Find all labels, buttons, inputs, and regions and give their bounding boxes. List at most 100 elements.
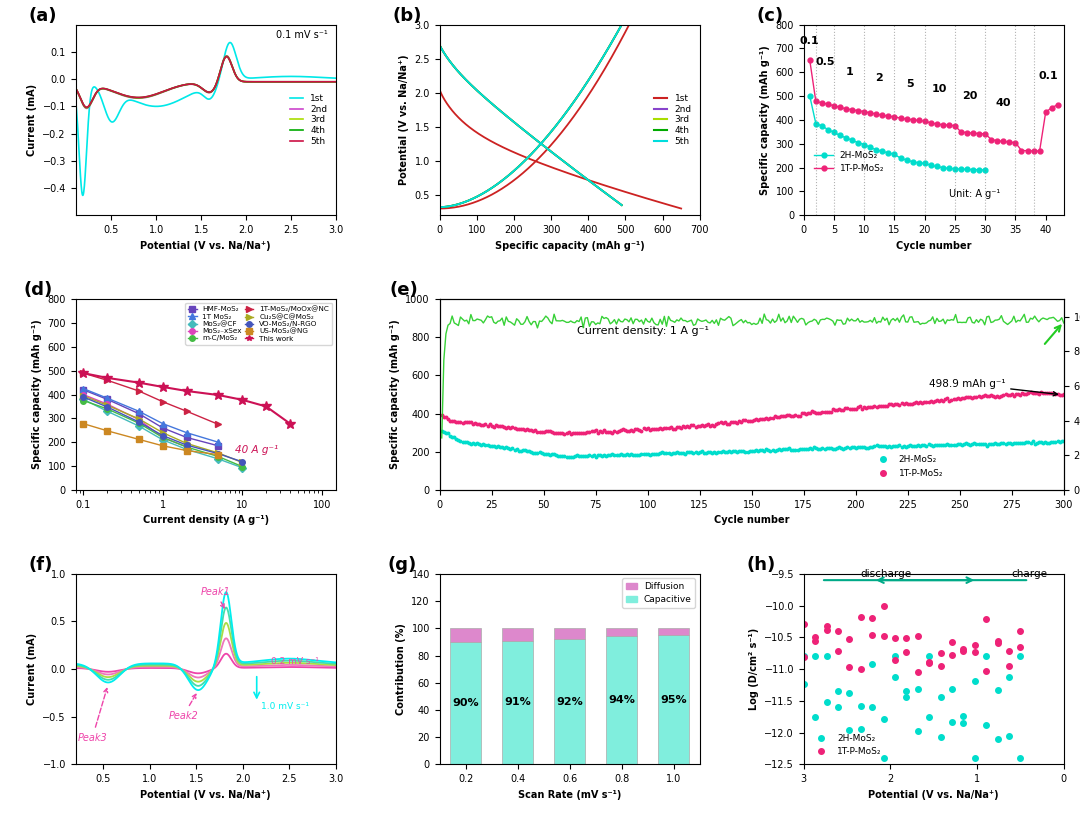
3rd	[80, 103, 93, 113]
4th	[69, 83, 82, 93]
m-C/MoS₂	[100, 404, 113, 413]
1T-P-MoS₂	[946, 637, 959, 647]
Legend: 2H-MoS₂, 1T-P-MoS₂: 2H-MoS₂, 1T-P-MoS₂	[870, 452, 947, 482]
1st	[294, 72, 307, 81]
3rd	[69, 83, 82, 93]
Line: MoS₂₋xSex: MoS₂₋xSex	[81, 392, 189, 450]
1st	[69, 95, 82, 104]
1T-MoS₂/MoOx@NC	[100, 376, 113, 386]
4th	[329, 76, 342, 86]
Text: (g): (g)	[388, 556, 417, 574]
1T-P-MoS₂	[866, 630, 879, 640]
1st	[235, 68, 248, 78]
5th	[294, 76, 307, 86]
3rd	[85, 96, 98, 106]
Text: 0.2 mV s⁻¹: 0.2 mV s⁻¹	[271, 657, 319, 666]
Bar	[554, 640, 585, 764]
1T-P-MoS₂	[922, 658, 935, 668]
MoS₂₋xSex	[157, 432, 170, 442]
Bar	[450, 642, 482, 764]
3rd	[228, 67, 241, 76]
1T-P-MoS₂	[820, 625, 833, 635]
VO-MoS₂/N-RGO	[100, 402, 113, 412]
Cu₂S@C@MoS₂	[235, 458, 248, 468]
2H-MoS₂	[1002, 731, 1015, 741]
2H-MoS₂	[866, 702, 879, 712]
Text: (h): (h)	[746, 556, 775, 574]
X-axis label: Scan Rate (mV s⁻¹): Scan Rate (mV s⁻¹)	[518, 790, 621, 800]
Y-axis label: Specific capacity (mAh g⁻¹): Specific capacity (mAh g⁻¹)	[31, 320, 42, 469]
MoS₂₋xSex	[77, 390, 90, 399]
US-MoS₂@NG	[100, 426, 113, 436]
2H-MoS₂	[820, 697, 833, 707]
4th	[85, 96, 98, 106]
Text: (e): (e)	[390, 281, 418, 299]
This work	[235, 395, 248, 404]
2H-MoS₂	[980, 720, 993, 730]
2H-MoS₂	[991, 735, 1004, 745]
2H-MoS₂	[900, 686, 913, 695]
Bar	[502, 640, 534, 764]
Legend: HMF-MoS₂, 1T MoS₂, MoS₂@CF, MoS₂₋xSex, m-C/MoS₂, 1T-MoS₂/MoOx@NC, Cu₂S@C@MoS₂, V: HMF-MoS₂, 1T MoS₂, MoS₂@CF, MoS₂₋xSex, m…	[185, 302, 332, 344]
X-axis label: Cycle number: Cycle number	[896, 241, 972, 251]
HMF-MoS₂	[157, 423, 170, 433]
This work	[133, 378, 146, 388]
2H-MoS₂	[832, 686, 845, 696]
1T-P-MoS₂	[1002, 646, 1015, 656]
2nd	[329, 77, 342, 87]
2nd	[228, 67, 241, 76]
1st	[77, 191, 90, 201]
2H-MoS₂	[809, 712, 822, 722]
1st	[267, 72, 280, 81]
m-C/MoS₂	[157, 432, 170, 442]
X-axis label: Specific capacity (mAh g⁻¹): Specific capacity (mAh g⁻¹)	[495, 241, 645, 251]
2H-MoS₂	[1014, 753, 1027, 763]
Bar	[450, 628, 482, 642]
5th	[228, 67, 241, 76]
US-MoS₂@NG	[180, 446, 193, 455]
This work	[157, 382, 170, 392]
VO-MoS₂/N-RGO	[77, 392, 90, 402]
Text: Peak3: Peak3	[78, 689, 108, 742]
Text: 5: 5	[906, 79, 914, 89]
MoS₂₋xSex	[100, 399, 113, 409]
1T-P-MoS₂	[957, 644, 970, 653]
2nd	[220, 51, 233, 61]
Bar	[658, 635, 689, 764]
1T-P-MoS₂	[900, 647, 913, 657]
4th	[220, 52, 233, 62]
2nd	[69, 84, 82, 94]
Text: (a): (a)	[29, 7, 57, 25]
3rd	[294, 77, 307, 87]
m-C/MoS₂	[180, 442, 193, 452]
This work	[259, 401, 272, 411]
US-MoS₂@NG	[77, 418, 90, 428]
1T-P-MoS₂	[877, 602, 890, 612]
1st	[85, 85, 98, 95]
X-axis label: Potential (V vs. Na/Na⁺): Potential (V vs. Na/Na⁺)	[140, 241, 271, 251]
1T MoS₂	[100, 393, 113, 403]
4th	[294, 76, 307, 86]
VO-MoS₂/N-RGO	[157, 431, 170, 441]
Text: 0.1: 0.1	[800, 35, 820, 46]
Text: 0.1: 0.1	[1039, 72, 1058, 81]
Text: (d): (d)	[24, 281, 53, 299]
Text: (b): (b)	[393, 7, 422, 25]
1T MoS₂	[77, 384, 90, 394]
Text: 20: 20	[962, 91, 977, 101]
2H-MoS₂	[889, 672, 902, 681]
5th	[235, 76, 248, 86]
1T MoS₂	[212, 437, 225, 447]
MoS₂@CF	[180, 445, 193, 455]
1T-P-MoS₂	[797, 619, 810, 629]
Text: 1.0 mV s⁻¹: 1.0 mV s⁻¹	[261, 702, 309, 711]
Text: 10: 10	[932, 84, 947, 94]
Bar	[606, 628, 637, 636]
1st	[224, 38, 237, 48]
Line: MoS₂@CF: MoS₂@CF	[81, 396, 245, 470]
5th	[69, 83, 82, 93]
MoS₂₋xSex	[133, 414, 146, 424]
Cu₂S@C@MoS₂	[100, 400, 113, 410]
Text: 95%: 95%	[660, 695, 687, 704]
Text: charge: charge	[1012, 569, 1048, 579]
